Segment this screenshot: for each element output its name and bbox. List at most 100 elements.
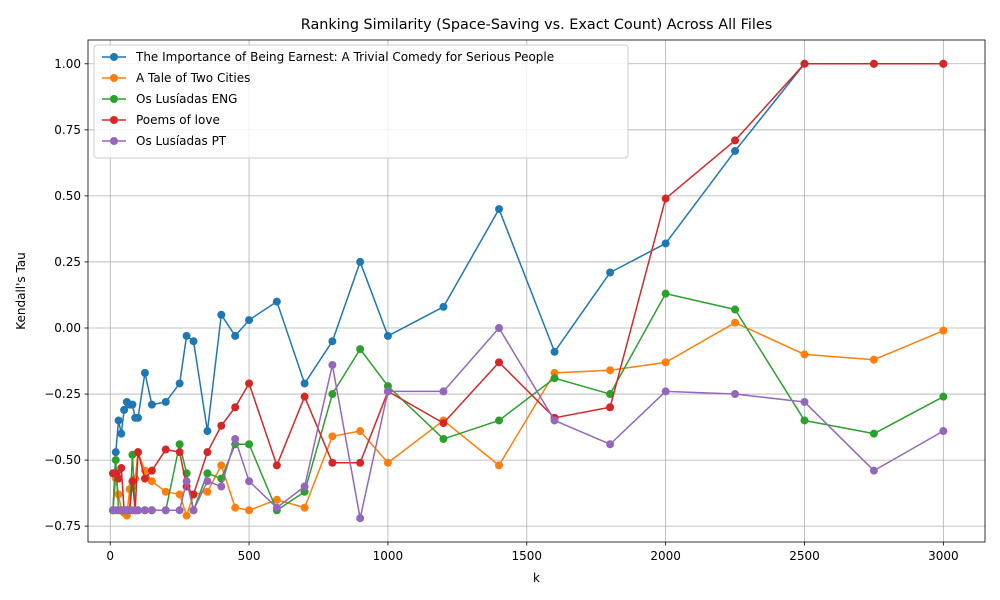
data-point (203, 448, 212, 457)
legend-item: A Tale of Two Cities (102, 71, 250, 85)
data-point (161, 397, 170, 406)
data-point (606, 390, 615, 399)
x-tick-label: 1500 (512, 549, 543, 563)
data-point (182, 477, 191, 486)
data-point (147, 466, 156, 475)
y-tick-label: 0.50 (54, 189, 81, 203)
legend-label: The Importance of Being Earnest: A Trivi… (135, 50, 554, 64)
data-point (731, 136, 740, 145)
x-tick-label: 2000 (650, 549, 681, 563)
data-point (147, 477, 156, 486)
data-point (117, 464, 126, 473)
data-point (161, 506, 170, 515)
data-point (120, 405, 129, 414)
data-point (133, 448, 142, 457)
y-tick-label: −0.25 (44, 387, 81, 401)
data-point (356, 345, 365, 354)
legend-item: Os Lusíadas PT (102, 134, 227, 148)
data-point (439, 419, 448, 428)
data-point (869, 429, 878, 438)
data-point (140, 474, 149, 483)
data-point (217, 310, 226, 319)
y-tick-label: 0.25 (54, 255, 81, 269)
x-tick-label: 500 (238, 549, 261, 563)
legend-item: The Importance of Being Earnest: A Trivi… (102, 50, 554, 64)
data-point (439, 302, 448, 311)
data-point (550, 347, 559, 356)
data-point (245, 316, 254, 325)
data-point (272, 297, 281, 306)
y-tick-label: −0.50 (44, 453, 81, 467)
data-point (133, 506, 142, 515)
data-point (203, 487, 212, 496)
legend-label: A Tale of Two Cities (136, 71, 250, 85)
data-point (495, 205, 504, 214)
y-axis: −0.75 −0.50 −0.25 0.00 0.25 0.50 0.75 1.00 (44, 57, 88, 533)
y-tick-label: 1.00 (54, 57, 81, 71)
data-point (550, 416, 559, 425)
data-point (182, 511, 191, 520)
data-point (114, 490, 123, 499)
x-tick-label: 2500 (789, 549, 820, 563)
data-point (245, 506, 254, 515)
data-point (328, 360, 337, 369)
data-point (869, 466, 878, 475)
data-point (383, 331, 392, 340)
data-point (661, 289, 670, 298)
data-point (189, 337, 198, 346)
data-point (203, 469, 212, 478)
x-axis-title: k (533, 571, 540, 585)
data-point (175, 490, 184, 499)
data-point (383, 458, 392, 467)
data-point (800, 59, 809, 68)
legend-label: Os Lusíadas ENG (136, 92, 237, 106)
y-tick-label: −0.75 (44, 519, 81, 533)
legend-swatch-marker (110, 116, 118, 124)
series-5 (108, 323, 948, 523)
legend-box (93, 44, 629, 159)
data-point (217, 461, 226, 470)
legend-item: Poems of love (102, 113, 220, 127)
data-point (245, 440, 254, 449)
data-point (356, 458, 365, 467)
data-point (231, 503, 240, 512)
legend-label: Poems of love (136, 113, 220, 127)
data-point (356, 427, 365, 436)
data-point (203, 427, 212, 436)
data-point (161, 487, 170, 496)
data-point (328, 390, 337, 399)
data-point (439, 387, 448, 396)
y-tick-label: 0.00 (54, 321, 81, 335)
data-point (731, 318, 740, 327)
data-point (300, 379, 309, 388)
x-axis: 0 500 1000 1500 2000 2500 3000 (106, 542, 959, 563)
data-point (800, 416, 809, 425)
data-point (189, 490, 198, 499)
data-point (300, 503, 309, 512)
legend-swatch-marker (110, 74, 118, 82)
y-tick-label: 0.75 (54, 123, 81, 137)
data-point (328, 432, 337, 441)
data-point (800, 397, 809, 406)
data-point (175, 448, 184, 457)
data-point (550, 374, 559, 383)
data-point (869, 59, 878, 68)
data-point (328, 458, 337, 467)
data-point (111, 456, 120, 465)
data-point (203, 477, 212, 486)
legend: The Importance of Being Earnest: A Trivi… (93, 44, 629, 159)
data-point (111, 448, 120, 457)
data-point (356, 257, 365, 266)
data-point (175, 506, 184, 515)
data-point (182, 331, 191, 340)
data-point (731, 146, 740, 155)
data-point (300, 482, 309, 491)
data-point (939, 392, 948, 401)
data-point (140, 368, 149, 377)
data-point (495, 461, 504, 470)
data-point (217, 421, 226, 430)
data-point (869, 355, 878, 364)
data-point (245, 379, 254, 388)
data-point (661, 358, 670, 367)
